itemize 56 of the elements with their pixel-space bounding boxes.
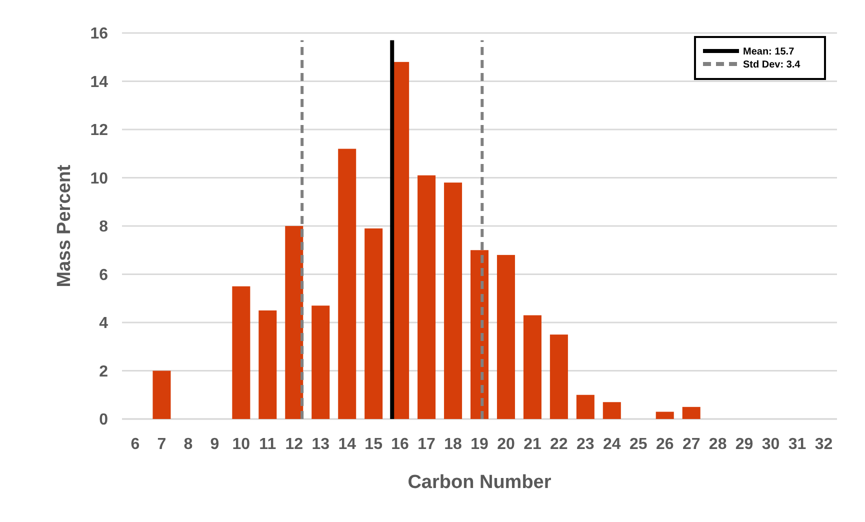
x-tick-label: 13 xyxy=(312,436,330,453)
x-tick-label: 7 xyxy=(157,436,166,453)
ref-line-label: Mean: 15.7 xyxy=(743,46,795,58)
y-axis-title: Mass Percent xyxy=(54,164,75,288)
bar xyxy=(285,226,304,419)
y-tick-label: 8 xyxy=(99,218,108,236)
bar xyxy=(258,310,277,419)
x-tick-label: 10 xyxy=(232,436,250,453)
y-tick-label: 12 xyxy=(90,122,108,140)
bar xyxy=(656,412,674,419)
bar xyxy=(152,370,171,419)
bar xyxy=(523,315,542,419)
bar xyxy=(602,402,621,419)
x-tick-label: 23 xyxy=(576,436,594,453)
x-tick-label: 8 xyxy=(184,436,193,453)
x-axis-title: Carbon Number xyxy=(408,472,552,493)
x-tick-label: 19 xyxy=(470,436,488,453)
x-tick-label: 18 xyxy=(444,436,462,453)
x-tick-label: 28 xyxy=(708,436,727,453)
x-tick-label: 31 xyxy=(788,436,806,453)
bar xyxy=(682,406,700,419)
y-tick-label: 14 xyxy=(90,74,108,91)
bar xyxy=(444,182,462,419)
x-tick-label: 20 xyxy=(497,436,515,453)
y-tick-label: 10 xyxy=(90,170,108,188)
x-tick-label: 27 xyxy=(682,436,700,453)
y-tick-label: 2 xyxy=(99,363,108,380)
x-tick-label: 12 xyxy=(285,436,304,453)
bar xyxy=(550,334,568,419)
annotation: Std Dev: 3.4 xyxy=(743,60,801,70)
x-tick-label: 32 xyxy=(814,436,833,453)
x-tick-label: 9 xyxy=(210,436,220,453)
bar xyxy=(232,286,250,419)
bar xyxy=(312,306,330,419)
bar xyxy=(576,394,594,419)
x-tick-label: 15 xyxy=(364,436,383,453)
x-tick-label: 22 xyxy=(550,436,568,453)
y-tick-label: 4 xyxy=(99,315,108,332)
x-tick-label: 26 xyxy=(656,436,674,453)
x-tick-label: 6 xyxy=(130,436,140,453)
x-tick-label: 14 xyxy=(338,436,356,453)
x-tick-label: 24 xyxy=(603,436,621,453)
y-tick-label: 6 xyxy=(99,266,108,284)
x-tick-label: 29 xyxy=(735,436,754,453)
x-tick-label: 30 xyxy=(762,436,780,453)
x-tick-label: 25 xyxy=(629,436,648,453)
bar xyxy=(364,228,383,419)
y-tick-label: 0 xyxy=(99,412,108,429)
bar xyxy=(418,175,436,419)
x-tick-label: 11 xyxy=(259,436,276,453)
x-tick-label: 17 xyxy=(418,436,436,453)
bar xyxy=(496,254,515,419)
bar xyxy=(338,148,356,419)
x-tick-label: 21 xyxy=(524,436,542,453)
x-tick-label: 16 xyxy=(391,436,410,453)
y-tick-label: 16 xyxy=(90,26,108,43)
